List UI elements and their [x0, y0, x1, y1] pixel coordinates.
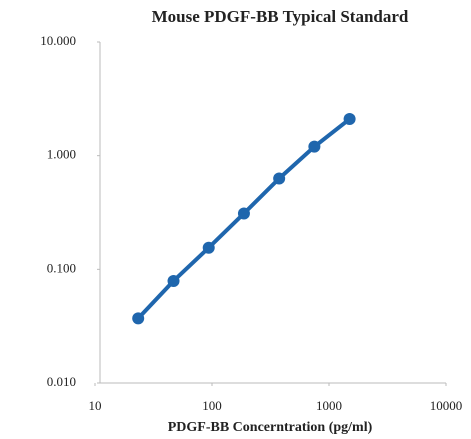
data-point	[273, 172, 286, 185]
y-tick-label: 1.000	[47, 147, 76, 162]
chart-title: Mouse PDGF-BB Typical Standard	[152, 7, 409, 26]
data-point	[308, 140, 321, 153]
x-tick-label: 1000	[316, 398, 342, 413]
y-tick-label: 0.010	[47, 374, 76, 389]
data-point	[132, 312, 145, 325]
y-tick-label: 0.100	[47, 260, 76, 275]
data-point	[343, 113, 356, 126]
data-point	[237, 207, 250, 220]
x-axis-label: PDGF-BB Concerntration (pg/ml)	[168, 420, 373, 435]
data-point	[167, 274, 180, 287]
data-point	[202, 241, 215, 254]
x-tick-label: 100	[202, 398, 222, 413]
y-tick-label: 10.000	[40, 33, 76, 48]
x-tick-label: 10	[89, 398, 102, 413]
x-tick-label: 10000	[430, 398, 463, 413]
